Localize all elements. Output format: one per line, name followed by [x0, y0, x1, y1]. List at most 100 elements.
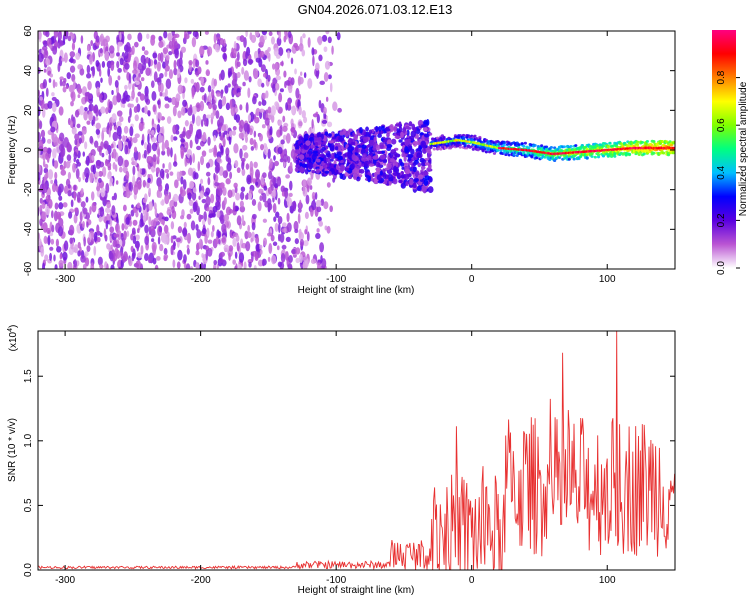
spectrogram-cell — [613, 152, 617, 155]
spectrogram-cell — [290, 77, 295, 86]
spectrogram-cell — [175, 130, 180, 135]
spectrogram-cell — [45, 152, 48, 160]
spectrogram-cell — [314, 191, 318, 200]
spectrogram-cell — [298, 232, 304, 241]
spectrogram-cell — [125, 170, 130, 180]
spectrogram-cell — [196, 229, 202, 239]
spectrogram-cell — [58, 183, 64, 193]
spectrogram-cell — [257, 78, 262, 88]
spectrogram-cell — [569, 145, 573, 148]
spectrogram-cell — [323, 46, 328, 53]
spectrogram-cell — [114, 80, 119, 88]
spectrogram-cell — [642, 152, 646, 156]
spectrogram-cell — [54, 264, 58, 269]
spectrogram-cell — [368, 163, 375, 167]
spectrogram-cell — [86, 120, 91, 125]
spectrogram-cell — [269, 158, 273, 169]
spectrogram-cell — [567, 157, 571, 161]
spectrogram-cell — [307, 37, 311, 48]
spectrogram-cell — [222, 170, 228, 179]
spectrogram-cell — [233, 143, 239, 154]
spectrogram-cell — [135, 234, 140, 241]
spectrogram-cell — [347, 151, 353, 159]
spectrogram-cell — [54, 171, 58, 180]
spectrogram-cell — [99, 206, 105, 217]
spectrogram-cell — [139, 93, 145, 101]
spectrogram-cell — [257, 259, 264, 267]
spectrogram-cell — [416, 154, 422, 159]
spectrogram-cell — [650, 144, 654, 147]
spectrogram-cell — [235, 263, 238, 269]
spectrogram-cell — [247, 114, 252, 122]
spectrogram-cell — [274, 222, 279, 232]
spectrogram-cell — [273, 47, 279, 57]
spectrogram-cell — [255, 181, 259, 186]
spectrogram-cell — [205, 69, 210, 77]
spectrogram-cell — [205, 114, 212, 119]
spectrogram-cell — [202, 219, 206, 226]
spectrogram-cell — [275, 75, 282, 81]
snr-ylabel: SNR (10 * v/v) — [7, 418, 18, 482]
spectrogram-cell — [165, 54, 170, 61]
spectrogram-cell — [312, 55, 315, 67]
spectrogram-cell — [412, 182, 417, 189]
spectrogram-cell — [373, 136, 377, 143]
spectrogram-cell — [144, 224, 149, 234]
spectrogram-cell — [382, 159, 388, 164]
spectrogram-cell — [484, 150, 488, 154]
spectrogram-cell — [86, 45, 90, 52]
spectrogram-cell — [236, 215, 242, 226]
spectrogram-cell — [412, 166, 417, 173]
spectrogram-cell — [255, 111, 260, 116]
spectrogram-cell — [104, 50, 110, 61]
spectrogram-cell — [51, 133, 58, 143]
spectrogram-cell — [502, 141, 506, 145]
spectrogram-cell — [135, 260, 142, 269]
spectrogram-cell — [138, 73, 141, 78]
spectrogram-cell — [300, 137, 305, 142]
spectrogram-cell — [277, 215, 283, 225]
spectrogram-cell — [245, 31, 248, 38]
spectrogram-cell — [78, 176, 81, 183]
spectrogram-cell — [194, 133, 199, 145]
spectrogram-cell — [207, 102, 213, 110]
spectrogram-cell — [168, 51, 173, 56]
spectrogram-cell — [127, 33, 132, 41]
spectrogram-cell — [195, 224, 199, 231]
spectrogram-cell — [596, 153, 601, 157]
spectrogram-cell — [205, 195, 211, 207]
spectrogram-cell — [260, 143, 265, 151]
spectrogram-cell — [136, 228, 140, 234]
spectrogram-cell — [153, 202, 157, 210]
spectrogram-cell — [388, 177, 394, 182]
spectrogram-cell — [107, 166, 112, 171]
spectrogram-cell — [301, 163, 307, 168]
spectrogram-cell — [294, 68, 297, 75]
spectrogram-cell — [153, 71, 158, 83]
spectrogram-cell — [255, 173, 260, 179]
spectrogram-cell — [267, 74, 271, 82]
spectrogram-cell — [321, 34, 328, 42]
spectrogram-cell — [245, 51, 249, 60]
spectrogram-cell — [290, 127, 296, 133]
spectrogram-cell — [316, 206, 322, 213]
spectrogram-cell — [180, 146, 185, 157]
spectrogram-cell — [203, 191, 210, 197]
spectrogram-cell — [173, 67, 178, 76]
spectrogram-cell — [198, 214, 202, 223]
spectrogram-cell — [134, 133, 140, 139]
spectrogram-ytick-label: 20 — [23, 104, 34, 116]
spectrogram-cell — [43, 40, 48, 47]
spectrogram-cell — [157, 112, 162, 120]
colorbar-tick-label: 0.6 — [716, 118, 727, 132]
colorbar-tick-label: 0.0 — [716, 261, 727, 275]
spectrogram-cell — [382, 172, 387, 180]
spectrogram-cell — [287, 262, 293, 269]
spectrogram-cell — [95, 80, 101, 90]
spectrogram-cell — [414, 178, 419, 182]
spectrogram-cell — [136, 252, 143, 259]
spectrogram-cell — [544, 145, 549, 149]
spectrogram-cell — [473, 134, 477, 138]
spectrogram-cell — [298, 42, 304, 52]
spectrogram-cell — [212, 104, 217, 111]
